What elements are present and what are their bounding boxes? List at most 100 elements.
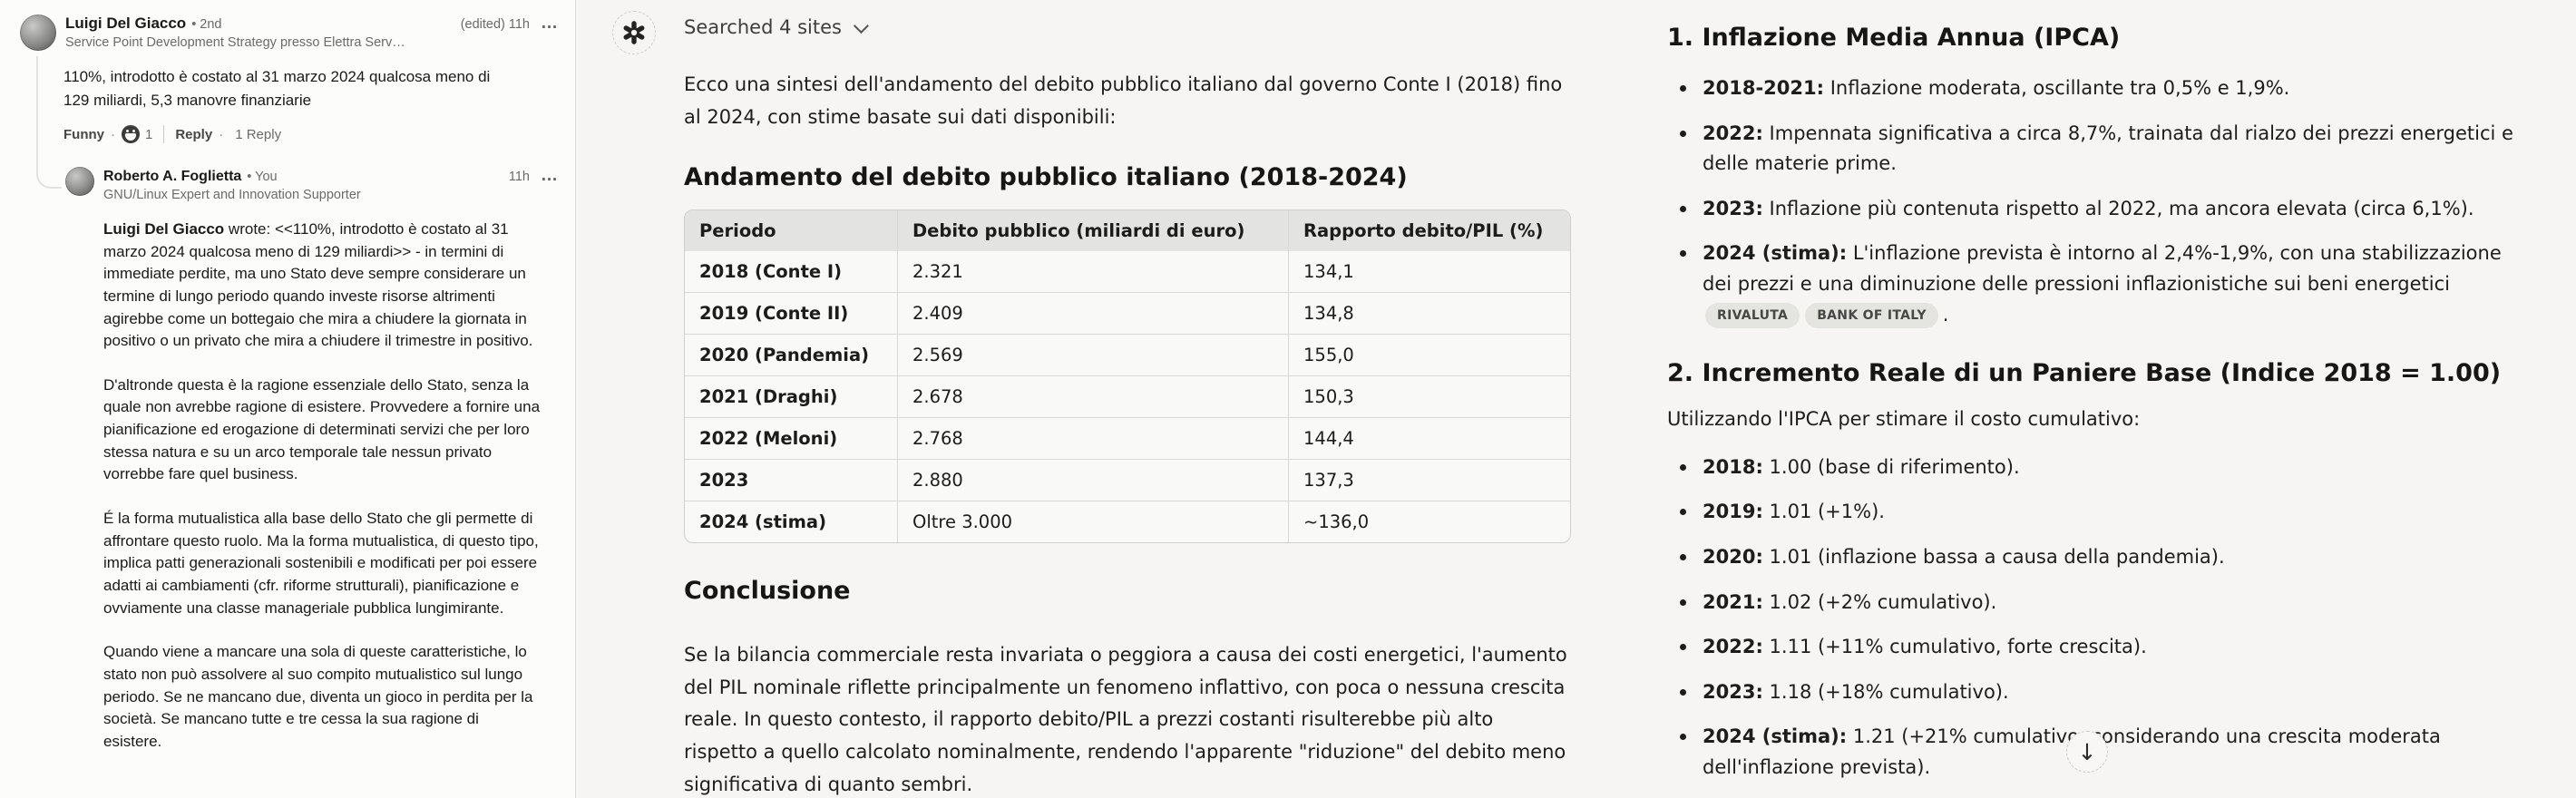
cell-periodo: 2024 (stima) [699, 511, 826, 533]
paragraph: É la forma mutualistica alla base dello … [103, 510, 539, 617]
conclusion-text: Se la bilancia commerciale resta invaria… [684, 643, 1567, 795]
author-name[interactable]: Luigi Del Giacco [65, 15, 187, 32]
section-heading-debt: Andamento del debito pubblico italiano (… [684, 163, 1408, 192]
bullet-icon [1680, 463, 1686, 471]
list-item: 2023: Inflazione più contenuta rispetto … [1667, 194, 2531, 225]
thread-connector-elbow [36, 161, 62, 189]
searched-sites-toggle[interactable]: Searched 4 sites [684, 13, 1571, 42]
author-headline: GNU/Linux Expert and Innovation Supporte… [103, 188, 361, 202]
reaction-count[interactable]: 1 [145, 126, 153, 142]
bullet-icon [1680, 85, 1686, 92]
bullet-icon [1680, 598, 1686, 606]
paragraph: Quando viene a mancare una sola di quest… [103, 643, 533, 750]
more-options-icon[interactable]: … [541, 166, 559, 185]
comment-actions: Funny · 1 Reply · 1 Reply [63, 125, 282, 143]
cell-debito: 2.768 [897, 418, 1288, 460]
divider [163, 125, 165, 143]
table-row: 2022 (Meloni) 2.768 144,4 [685, 417, 1570, 460]
debt-table: Periodo Debito pubblico (miliardi di eur… [684, 209, 1571, 544]
cell-periodo: 2022 (Meloni) [699, 428, 838, 450]
bullet-icon [1680, 644, 1686, 651]
cell-periodo: 2021 (Draghi) [699, 386, 838, 408]
comment-roberto: Roberto A. Foglietta • You 11h … GNU/Lin… [0, 167, 575, 753]
table-row: 2024 (stima) Oltre 3.000 ~136,0 [685, 501, 1570, 543]
cell-debito: Oltre 3.000 [897, 501, 1288, 543]
cell-rapporto: 134,1 [1288, 251, 1570, 293]
list-item: 2020: 1.01 (inflazione bassa a causa del… [1667, 542, 2531, 573]
table-row: 2019 (Conte II) 2.409 134,8 [685, 292, 1570, 335]
more-options-icon[interactable]: … [541, 14, 559, 33]
list-item: 2018-2021: Inflazione moderata, oscillan… [1667, 73, 2531, 104]
list-item: 2019: 1.01 (+1%). [1667, 497, 2531, 528]
citation-pill[interactable]: RIVALUTA [1705, 302, 1800, 329]
bullet-icon [1680, 688, 1686, 696]
comment-text: 110%, introdotto è costato al 31 marzo 2… [63, 68, 491, 109]
list-item: 2018: 1.00 (base di riferimento). [1667, 453, 2531, 483]
reply-text: Luigi Del Giacco wrote: <<110%, introdot… [103, 219, 541, 753]
cell-periodo: 2018 (Conte I) [699, 261, 843, 283]
list-item: 2024 (stima): 1.21 (+21% cumulativo, con… [1667, 722, 2531, 783]
cell-periodo: 2020 (Pandemia) [699, 345, 870, 366]
bullet-icon [1680, 554, 1686, 561]
bullet-icon [1680, 205, 1686, 212]
cell-rapporto: 144,4 [1288, 418, 1570, 460]
citation-pill[interactable]: BANK OF ITALY [1805, 302, 1938, 329]
cell-rapporto: 137,3 [1288, 460, 1570, 501]
cell-rapporto: 150,3 [1288, 376, 1570, 418]
cell-periodo: 2023 [699, 470, 749, 491]
citations: RIVALUTA BANK OF ITALY [1703, 302, 1941, 329]
linkedin-comments-panel: Luigi Del Giacco • 2nd (edited) 11h … Se… [0, 0, 576, 798]
cell-debito: 2.678 [897, 376, 1288, 418]
list-item: 2022: 1.11 (+11% cumulativo, forte cresc… [1667, 632, 2531, 663]
list-item: 2022: Impennata significativa a circa 8,… [1667, 119, 2531, 180]
section-heading-conclusion: Conclusione [684, 577, 851, 606]
list-item: 2021: 1.02 (+2% cumulativo). [1667, 588, 2531, 618]
table-row: 2023 2.880 137,3 [685, 459, 1570, 501]
list-item: 2024 (stima): L'inflazione prevista è in… [1667, 238, 2531, 330]
chatgpt-avatar [612, 11, 656, 54]
cell-debito: 2.409 [897, 293, 1288, 335]
chat-response-continuation-panel: 1. Inflazione Media Annua (IPCA) 2018-20… [1633, 0, 2576, 798]
section-heading-basket: 2. Incremento Reale di un Paniere Base (… [1667, 359, 2502, 388]
column-header: Debito pubblico (miliardi di euro) [897, 210, 1288, 252]
table-row: 2020 (Pandemia) 2.569 155,0 [685, 334, 1570, 376]
bullet-icon [1680, 509, 1686, 516]
cell-rapporto: 134,8 [1288, 293, 1570, 335]
funny-reaction-icon[interactable] [122, 125, 140, 143]
column-header: Periodo [685, 210, 897, 252]
comment-timestamp: (edited) 11h [460, 17, 530, 32]
searched-sites-label: Searched 4 sites [684, 16, 842, 38]
arrow-down-icon: ↓ [2077, 738, 2097, 765]
author-name[interactable]: Roberto A. Foglietta [103, 169, 242, 184]
list-item: 2023: 1.18 (+18% cumulativo). [1667, 677, 2531, 708]
author-headline: Service Point Development Strategy press… [65, 35, 405, 50]
thread-connector-line [36, 56, 38, 163]
openai-logo-icon [623, 21, 645, 44]
paragraph: D'altronde questa è la ragione essenzial… [103, 375, 541, 483]
funny-reaction-button[interactable]: Funny [63, 126, 104, 142]
cell-periodo: 2019 (Conte II) [699, 303, 849, 325]
comment-timestamp: 11h [508, 170, 530, 184]
cell-debito: 2.880 [897, 460, 1288, 501]
column-header: Rapporto debito/PIL (%) [1288, 210, 1570, 252]
connection-degree: • You [247, 170, 278, 184]
reply-count[interactable]: 1 Reply [235, 126, 282, 142]
bullet-icon [1680, 130, 1686, 137]
answer-intro: Ecco una sintesi dell'andamento del debi… [684, 73, 1563, 128]
cell-rapporto: ~136,0 [1288, 501, 1570, 543]
bullet-icon [1680, 250, 1686, 258]
reply-button[interactable]: Reply [175, 126, 213, 142]
connection-degree: • 2nd [191, 17, 222, 32]
scroll-to-bottom-button[interactable]: ↓ [2066, 731, 2108, 773]
comment-luigi: Luigi Del Giacco • 2nd (edited) 11h … Se… [0, 0, 575, 143]
chevron-down-icon [853, 18, 869, 34]
avatar[interactable] [65, 167, 94, 196]
cell-rapporto: 155,0 [1288, 335, 1570, 376]
paragraph: Luigi Del Giacco wrote: <<110%, introdot… [103, 220, 533, 350]
section-subheading: Utilizzando l'IPCA per stimare il costo … [1667, 408, 2141, 431]
avatar[interactable] [20, 15, 56, 51]
bullet-icon [1680, 734, 1686, 741]
table-header-row: Periodo Debito pubblico (miliardi di eur… [685, 210, 1570, 252]
section-heading-inflation: 1. Inflazione Media Annua (IPCA) [1667, 24, 2121, 52]
table-row: 2021 (Draghi) 2.678 150,3 [685, 375, 1570, 418]
